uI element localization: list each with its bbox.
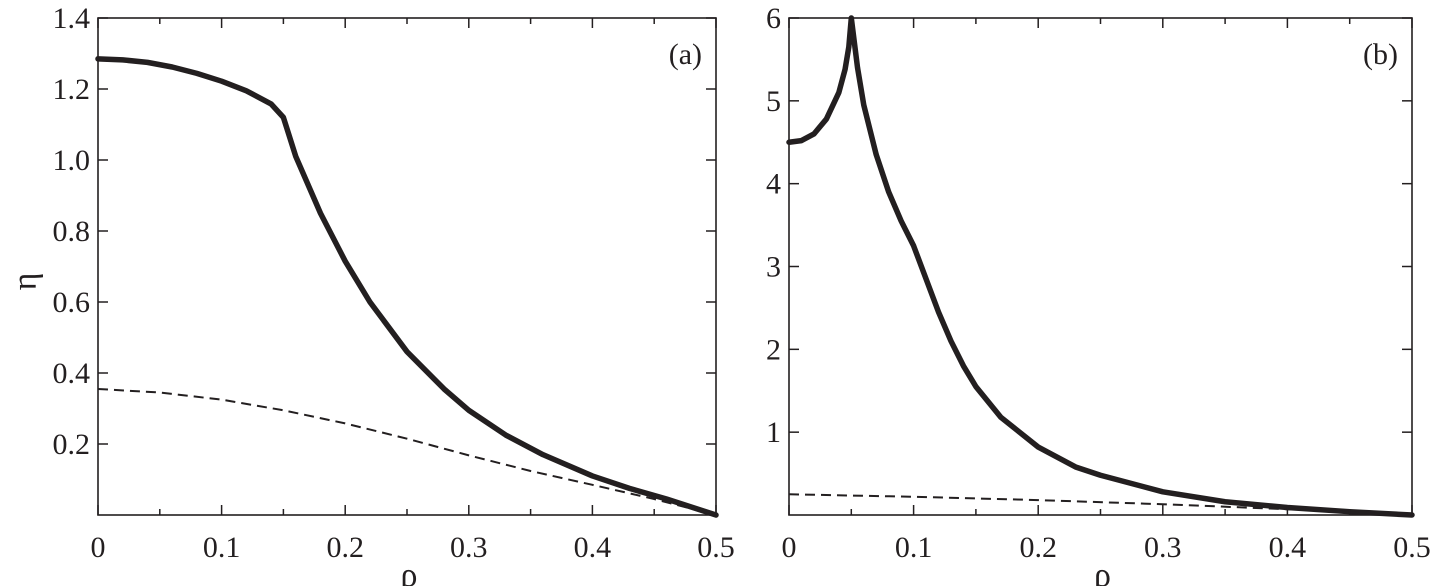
x-tick-label: 0.2 xyxy=(326,531,364,564)
series-solid-line xyxy=(95,56,719,518)
y-tick-label: 0.8 xyxy=(53,215,91,248)
x-tick-label: 0.3 xyxy=(1144,531,1182,564)
series-dashed-line xyxy=(97,387,717,516)
y-axis-title: η xyxy=(7,273,44,291)
x-axis-title: ρ xyxy=(1094,557,1111,586)
x-tick-label: 0.3 xyxy=(450,531,488,564)
y-tick-label: 0.2 xyxy=(53,428,91,461)
y-tick-label: 1.0 xyxy=(53,144,91,177)
x-tick-label: 0.4 xyxy=(574,531,612,564)
x-tick-label: 0.1 xyxy=(895,531,933,564)
x-tick-label: 0.5 xyxy=(697,531,735,564)
panel-b: 0 0.1 0.2 0.3 0.4 0.5 1 2 3 4 5 6 ρ (b) xyxy=(766,2,1431,586)
y-tick-label: 1.2 xyxy=(53,73,91,106)
x-tick-label: 0 xyxy=(91,531,106,564)
y-tick-label: 1.4 xyxy=(53,2,91,35)
x-tick-label: 0.5 xyxy=(1393,531,1431,564)
x-axis-title: ρ xyxy=(401,557,418,586)
y-tick-label: 0.6 xyxy=(53,286,91,319)
y-tick-label: 3 xyxy=(766,251,781,284)
y-tick-label: 0.4 xyxy=(53,357,91,390)
series-solid-line xyxy=(786,15,1415,518)
y-tick-label: 6 xyxy=(766,2,781,35)
x-tick-label: 0 xyxy=(782,531,797,564)
y-tick-label: 1 xyxy=(766,416,781,449)
y-tick-label: 4 xyxy=(766,168,781,201)
panel-label: (a) xyxy=(669,38,702,71)
x-tick-label: 0.4 xyxy=(1269,531,1307,564)
x-tick-label: 0.2 xyxy=(1019,531,1057,564)
plot-frame xyxy=(97,17,717,516)
plot-frame xyxy=(788,17,1413,516)
x-tick-label: 0.1 xyxy=(203,531,241,564)
y-tick-label: 5 xyxy=(766,85,781,118)
panel-a: 0 0.1 0.2 0.3 0.4 0.5 0.2 0.4 0.6 0.8 1.0 1.2 1.4 ρ η (… xyxy=(7,2,735,586)
y-tick-label: 2 xyxy=(766,333,781,366)
panel-label: (b) xyxy=(1363,38,1398,71)
